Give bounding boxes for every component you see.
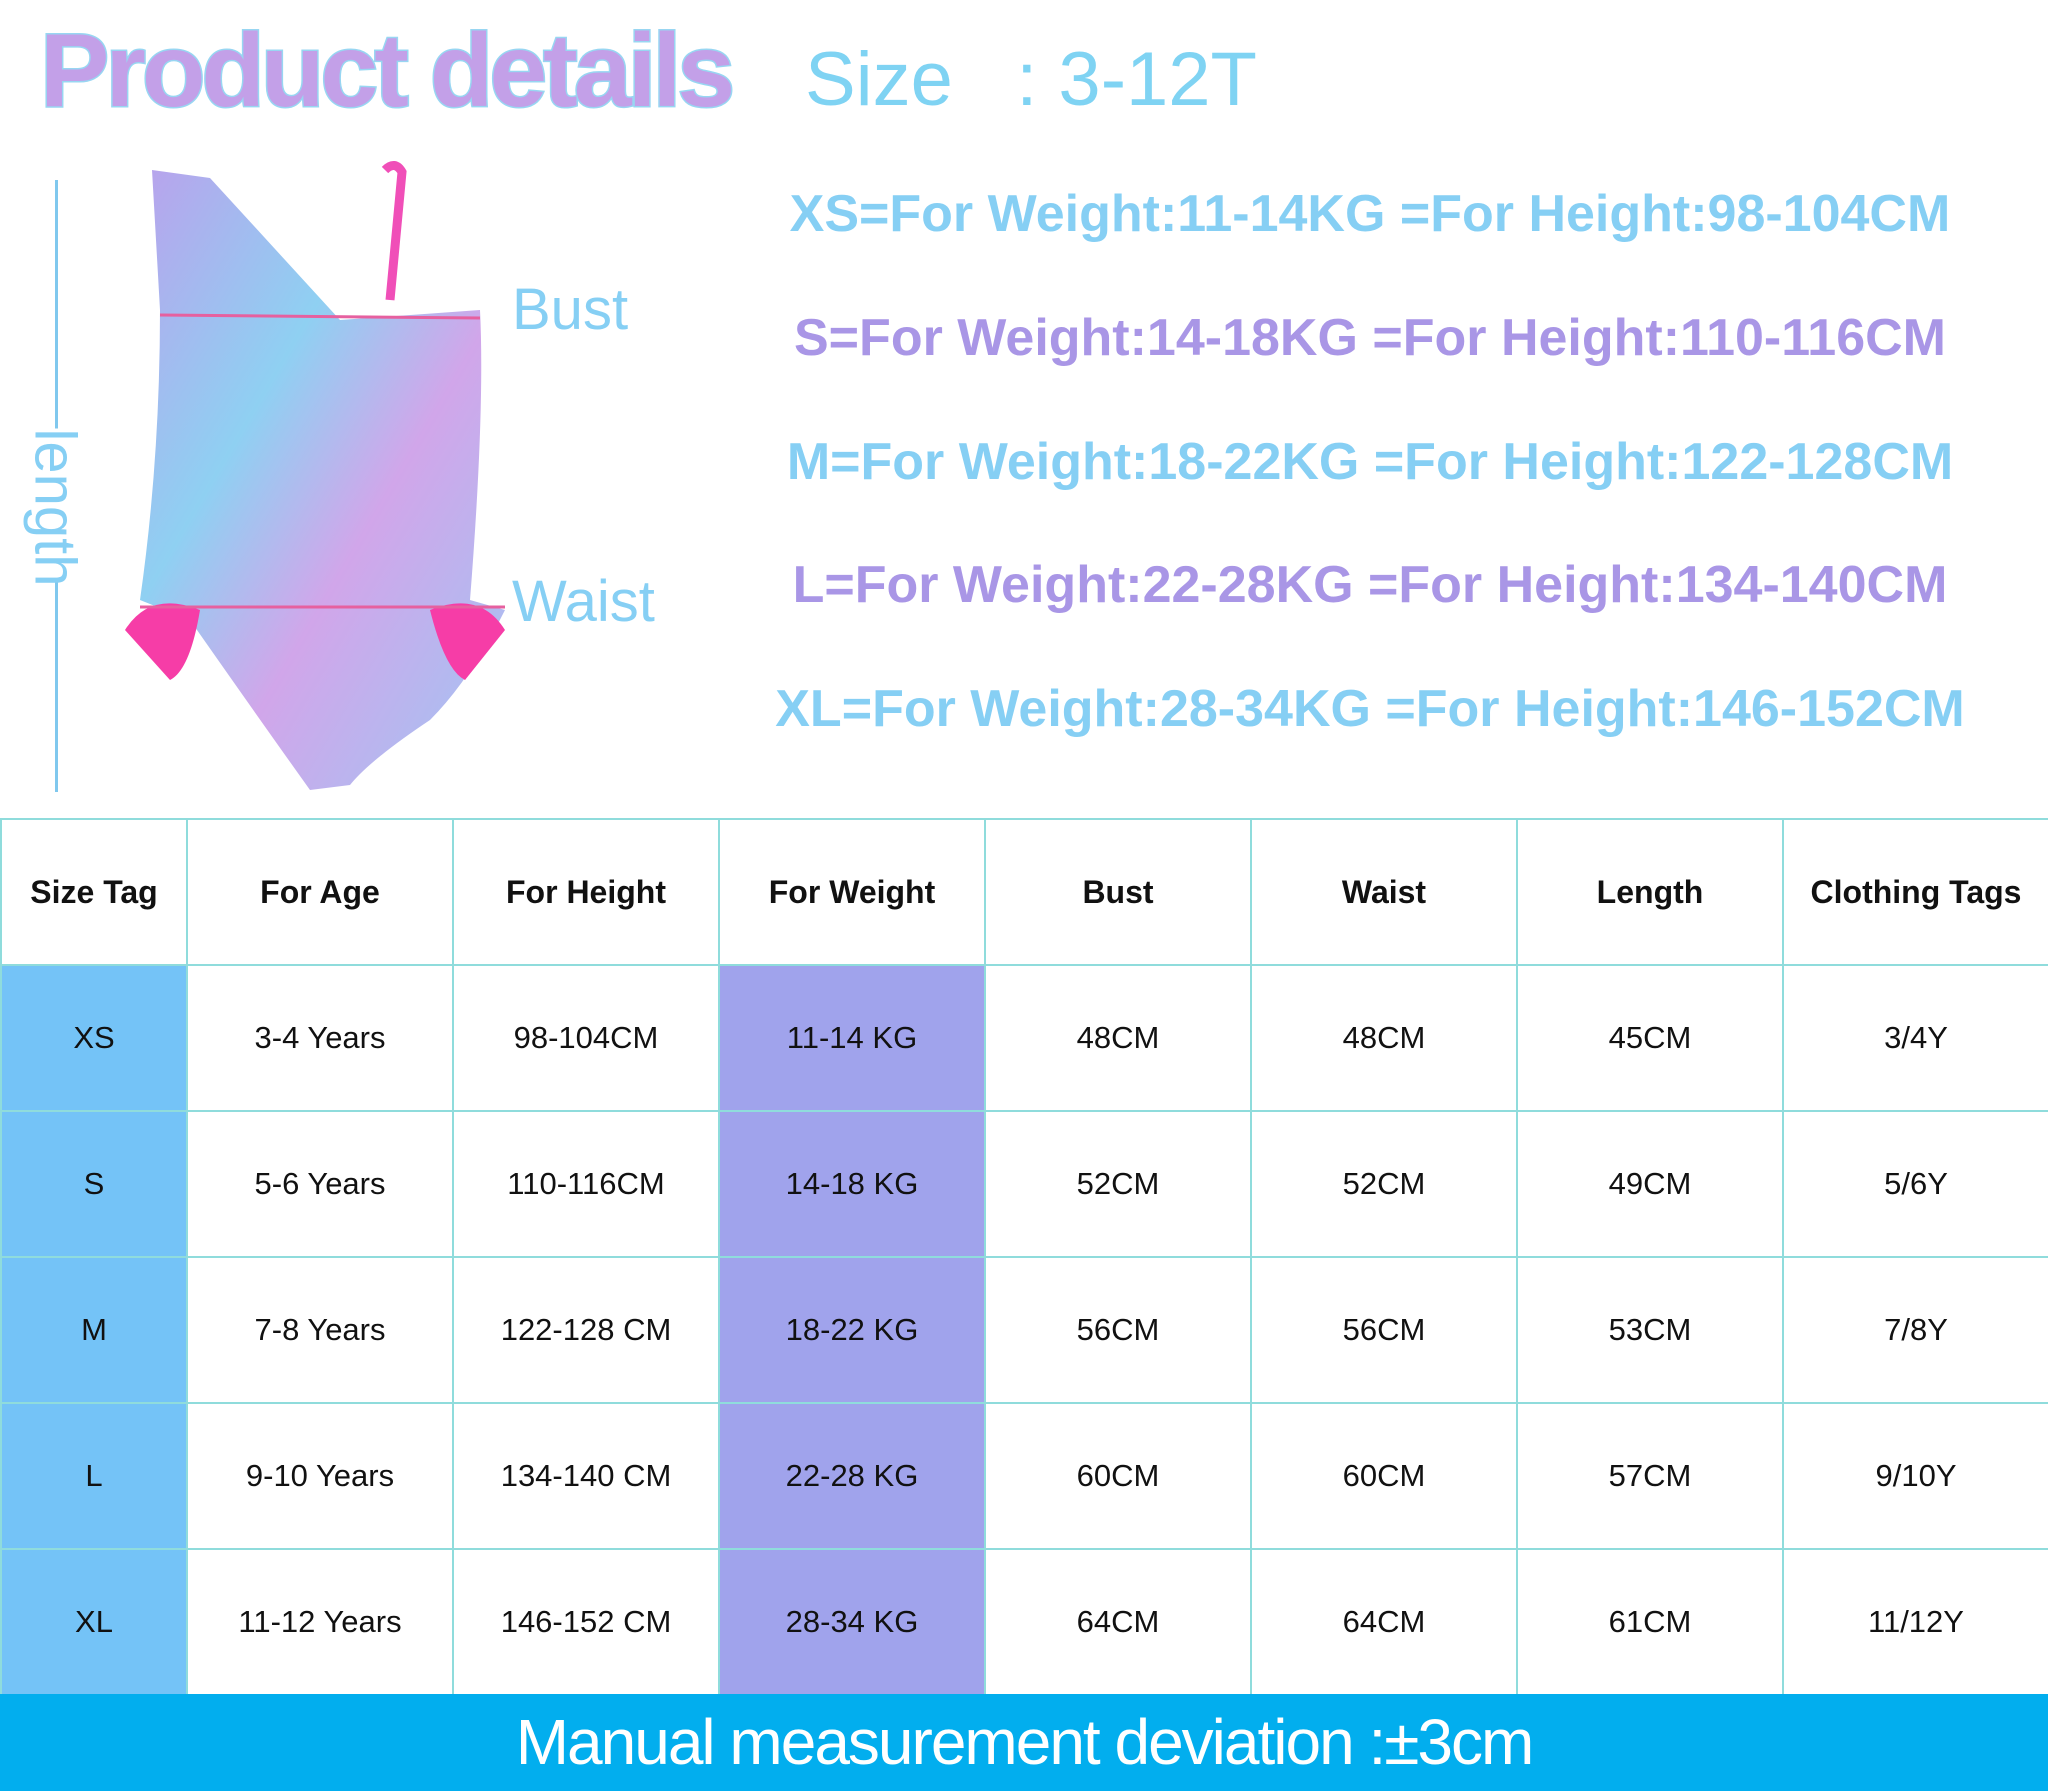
swimsuit-image [125, 161, 505, 790]
table-cell: 53CM [1516, 1256, 1784, 1404]
table-cell: 3-4 Years [186, 964, 454, 1112]
table-cell: 7/8Y [1782, 1256, 2048, 1404]
table-cell: 61CM [1516, 1548, 1784, 1696]
header-cell: Clothing Tags [1782, 818, 2048, 966]
footer-banner: Manual measurement deviation :±3cm [0, 1694, 2048, 1791]
table-cell: 22-28 KG [718, 1402, 986, 1550]
table-cell: 48CM [1250, 964, 1518, 1112]
bust-line [159, 313, 481, 320]
table-cell: 56CM [1250, 1256, 1518, 1404]
size-line-xs: XS=For Weight:11-14KG =For Height:98-104… [789, 185, 1951, 243]
table-cell: 60CM [1250, 1402, 1518, 1550]
length-label: length [21, 428, 89, 587]
strap [381, 161, 407, 301]
table-cell: L [0, 1402, 188, 1550]
table-cell: XS [0, 964, 188, 1112]
table-cell: 18-22 KG [718, 1256, 986, 1404]
size-line-xl: XL=For Weight:28-34KG =For Height:146-15… [775, 680, 1965, 738]
table-cell: 28-34 KG [718, 1548, 986, 1696]
header-cell: For Age [186, 818, 454, 966]
table-cell: 3/4Y [1782, 964, 2048, 1112]
header-cell: Size Tag [0, 818, 188, 966]
header-cell: Bust [984, 818, 1252, 966]
header-cell: Waist [1250, 818, 1518, 966]
bust-label: Bust [512, 277, 629, 342]
table-row: L 9-10 Years 134-140 CM 22-28 KG 60CM 60CM 57C… [0, 1402, 2048, 1550]
table-cell: 5-6 Years [186, 1110, 454, 1258]
header-cell: Length [1516, 818, 1784, 966]
table-cell: 9/10Y [1782, 1402, 2048, 1550]
size-range: Size : 3-12T [805, 37, 1257, 122]
table-cell: 5/6Y [1782, 1110, 2048, 1258]
table-cell: 9-10 Years [186, 1402, 454, 1550]
table-cell: 48CM [984, 964, 1252, 1112]
ruffle-right [430, 603, 505, 680]
waist-label: Waist [512, 569, 655, 634]
table-cell: 11/12Y [1782, 1548, 2048, 1696]
table-cell: 60CM [984, 1402, 1252, 1550]
table-cell: 11-14 KG [718, 964, 986, 1112]
size-line-s: S=For Weight:14-18KG =For Height:110-116… [794, 309, 1946, 367]
table-cell: 52CM [1250, 1110, 1518, 1258]
table-cell: 52CM [984, 1110, 1252, 1258]
table-cell: 45CM [1516, 964, 1784, 1112]
table-cell: 57CM [1516, 1402, 1784, 1550]
header-cell: For Weight [718, 818, 986, 966]
table-cell: 56CM [984, 1256, 1252, 1404]
table-cell: 110-116CM [452, 1110, 720, 1258]
table-cell: 122-128 CM [452, 1256, 720, 1404]
table-row: XS 3-4 Years 98-104CM 11-14 KG 48CM 48CM 45CM 3… [0, 964, 2048, 1112]
table-cell: 98-104CM [452, 964, 720, 1112]
size-line-l: L=For Weight:22-28KG =For Height:134-140… [792, 556, 1948, 614]
header-cell: For Height [452, 818, 720, 966]
swimsuit-body [140, 170, 505, 790]
ruffle-left [125, 603, 200, 680]
table-cell: 7-8 Years [186, 1256, 454, 1404]
table-cell: 11-12 Years [186, 1548, 454, 1696]
table-header-row: Size Tag For Age For Height For Weight B… [0, 818, 2048, 966]
table-cell: XL [0, 1548, 188, 1696]
table-cell: 146-152 CM [452, 1548, 720, 1696]
table-cell: S [0, 1110, 188, 1258]
table-row: S 5-6 Years 110-116CM 14-18 KG 52CM 52CM 49CM 5… [0, 1110, 2048, 1258]
page-title: Product details [38, 12, 736, 131]
size-line-m: M=For Weight:18-22KG =For Height:122-128… [786, 433, 1954, 491]
table-row: XL 11-12 Years 146-152 CM 28-34 KG 64CM 64CM 6… [0, 1548, 2048, 1696]
size-table: Size Tag For Age For Height For Weight B… [0, 818, 2048, 1696]
table-row: M 7-8 Years 122-128 CM 18-22 KG 56CM 56CM 53CM… [0, 1256, 2048, 1404]
table-cell: 134-140 CM [452, 1402, 720, 1550]
table-cell: 49CM [1516, 1110, 1784, 1258]
table-cell: 64CM [1250, 1548, 1518, 1696]
table-cell: 14-18 KG [718, 1110, 986, 1258]
table-cell: 64CM [984, 1548, 1252, 1696]
table-cell: M [0, 1256, 188, 1404]
